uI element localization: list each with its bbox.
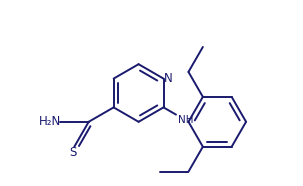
Text: N: N [164, 72, 173, 85]
Text: H₂N: H₂N [38, 115, 61, 128]
Text: S: S [69, 146, 76, 159]
Text: NH: NH [178, 115, 193, 125]
